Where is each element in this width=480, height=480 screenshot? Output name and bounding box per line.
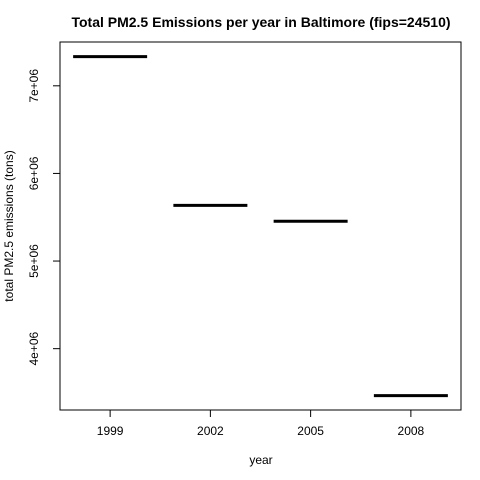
x-axis-label: year (249, 453, 272, 467)
chart-title: Total PM2.5 Emissions per year in Baltim… (71, 14, 450, 30)
x-tick-label: 2002 (197, 424, 224, 438)
plot-frame (59, 41, 462, 411)
data-marks (73, 55, 448, 398)
y-tick-label: 6e+06 (27, 156, 41, 190)
x-tick-label: 1999 (97, 424, 124, 438)
x-tick-label: 2005 (297, 424, 324, 438)
y-axis-label: total PM2.5 emissions (tons) (2, 150, 16, 301)
y-tick-label: 4e+06 (27, 331, 41, 365)
y-tick-label: 5e+06 (27, 244, 41, 278)
y-axis: 4e+06 5e+06 6e+06 7e+06 (27, 69, 60, 366)
x-axis: 1999 2002 2005 2008 (97, 410, 425, 438)
x-tick-label: 2008 (398, 424, 425, 438)
y-tick-label: 7e+06 (27, 69, 41, 103)
